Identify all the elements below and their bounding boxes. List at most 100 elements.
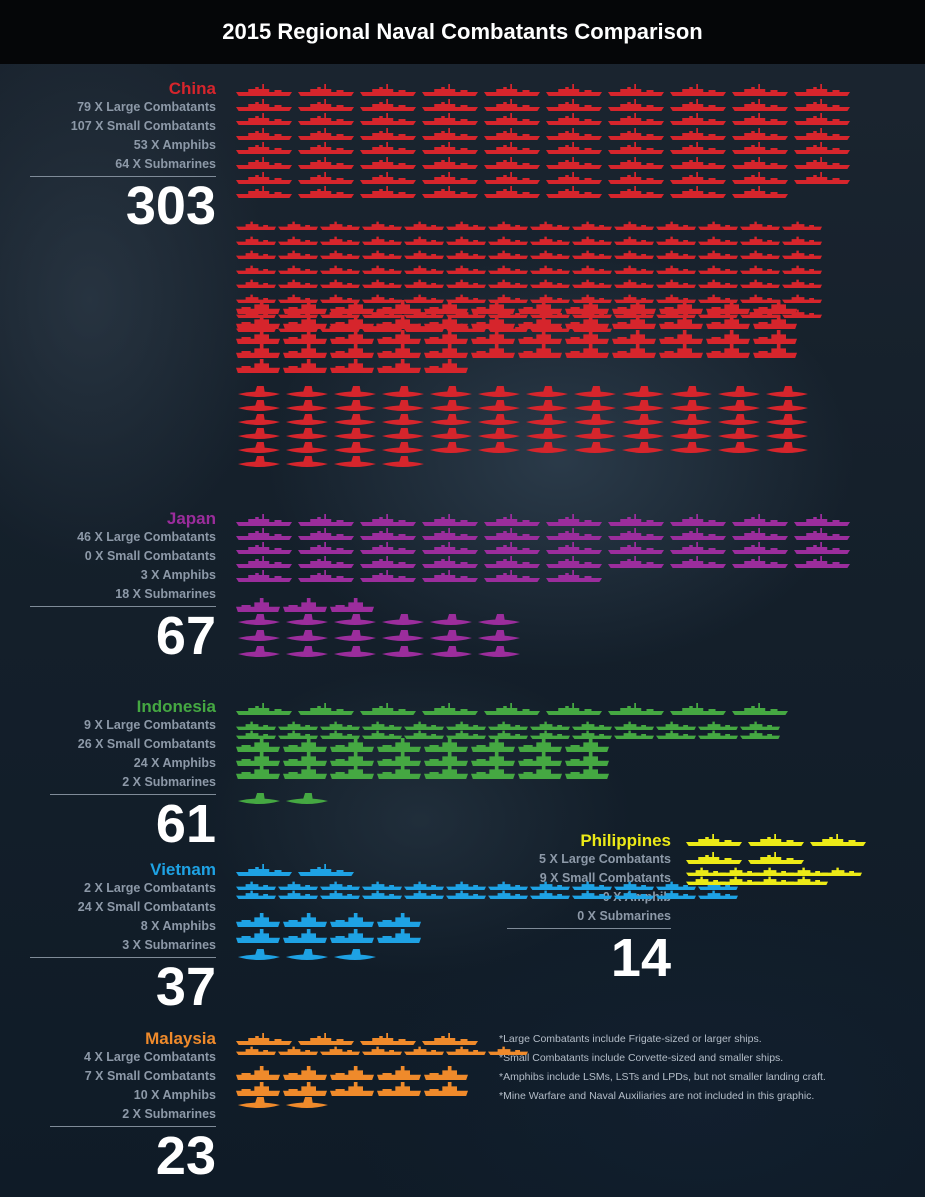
country-block-philippines: Philippines 5 X Large Combatants 9 X Sma… bbox=[507, 832, 671, 985]
amphib-ship-icon bbox=[283, 314, 327, 329]
stat-submarines: 2 X Submarines bbox=[122, 1107, 216, 1121]
large-ship-icon bbox=[360, 113, 416, 126]
sub-ship-icon bbox=[429, 414, 472, 425]
sub-ship-icon bbox=[333, 428, 376, 439]
sub-ship-icon bbox=[573, 414, 616, 425]
sub-ship-icon bbox=[525, 400, 568, 411]
large-ship-icon bbox=[546, 127, 602, 140]
large-ship-icon bbox=[546, 556, 602, 568]
small-ship-icon bbox=[488, 1046, 528, 1055]
amphib-ship-icon bbox=[565, 314, 609, 329]
divider-line bbox=[50, 794, 216, 795]
large-ship-icon bbox=[484, 570, 540, 582]
amphib-ship-icon bbox=[659, 300, 703, 314]
large-ship-icon bbox=[298, 127, 354, 140]
sub-ship-icon bbox=[285, 386, 328, 397]
large-ship-icon bbox=[608, 113, 664, 126]
large-ship-icon bbox=[794, 98, 850, 111]
amphib-ship-icon bbox=[612, 300, 656, 314]
sub-ship-icon bbox=[765, 400, 808, 411]
large-ship-icon bbox=[546, 514, 602, 526]
sub-ship-icon bbox=[381, 414, 424, 425]
small-ship-icon bbox=[362, 1046, 402, 1055]
small-ship-icon bbox=[698, 250, 738, 260]
small-ship-icon bbox=[404, 881, 444, 890]
sub-ship-icon bbox=[717, 414, 760, 425]
small-ship-icon bbox=[236, 221, 276, 230]
large-ship-icon bbox=[298, 98, 354, 111]
sub-ship-icon bbox=[717, 428, 760, 439]
country-name: Indonesia bbox=[136, 697, 216, 716]
stat-submarines: 3 X Submarines bbox=[122, 938, 216, 952]
amphib-ship-icon bbox=[377, 929, 421, 943]
small-ship-icon bbox=[656, 221, 696, 230]
country-total: 14 bbox=[610, 928, 671, 988]
large-ship-icon bbox=[236, 514, 292, 526]
sub-ship-icon bbox=[429, 614, 472, 625]
sub-ship-icon bbox=[573, 442, 616, 453]
large-ship-icon bbox=[546, 528, 602, 540]
amphib-ship-icon bbox=[518, 738, 562, 752]
large-ship-icon bbox=[794, 542, 850, 554]
country-block-vietnam: Vietnam 2 X Large Combatants 24 X Small … bbox=[30, 861, 216, 1014]
sub-ship-icon bbox=[381, 400, 424, 411]
small-ship-icon bbox=[656, 881, 696, 890]
amphib-ship-icon bbox=[377, 765, 421, 779]
large-ship-icon bbox=[732, 703, 788, 715]
small-ship-icon bbox=[404, 250, 444, 260]
large-ship-icon bbox=[608, 186, 664, 199]
large-ship-icon bbox=[422, 528, 478, 540]
amphib-ship-icon bbox=[565, 751, 609, 766]
small-ship-icon bbox=[698, 881, 738, 890]
stat-large-combatants: 2 X Large Combatants bbox=[84, 881, 216, 895]
small-ship-icon bbox=[686, 876, 726, 885]
large-ship-icon bbox=[484, 171, 540, 184]
sub-ship-icon bbox=[381, 630, 424, 641]
small-ship-icon bbox=[404, 280, 444, 289]
sub-ship-icon bbox=[429, 630, 472, 641]
amphib-ship-icon bbox=[236, 300, 280, 314]
small-ship-icon bbox=[278, 881, 318, 890]
large-ship-icon bbox=[546, 98, 602, 111]
country-name: Vietnam bbox=[150, 860, 216, 879]
country-block-china: China 79 X Large Combatants 107 X Small … bbox=[30, 80, 216, 233]
chart-title: 2015 Regional Naval Combatants Compariso… bbox=[222, 19, 703, 44]
small-ship-icon bbox=[404, 1046, 444, 1055]
amphib-ship-icon bbox=[377, 751, 421, 766]
sub-ship-icon bbox=[477, 614, 520, 625]
stat-amphibs: 10 X Amphibs bbox=[133, 1088, 216, 1102]
amphib-ship-icon bbox=[565, 738, 609, 752]
large-ship-icon bbox=[732, 556, 788, 568]
small-ship-icon bbox=[446, 221, 486, 230]
large-ship-icon bbox=[608, 127, 664, 140]
large-ship-icon bbox=[608, 171, 664, 184]
small-ship-icon bbox=[656, 721, 696, 730]
small-ship-icon bbox=[236, 280, 276, 289]
large-ship-icon bbox=[298, 84, 354, 96]
amphib-ship-icon bbox=[330, 300, 374, 314]
small-ship-icon bbox=[740, 721, 780, 730]
small-ship-icon bbox=[488, 250, 528, 260]
small-ship-icon bbox=[530, 280, 570, 289]
large-ship-icon bbox=[236, 171, 292, 184]
small-ship-icon bbox=[572, 250, 612, 260]
large-ship-icon bbox=[298, 570, 354, 582]
small-ship-icon bbox=[236, 730, 276, 739]
sub-ship-icon bbox=[381, 456, 424, 467]
small-ship-icon bbox=[278, 221, 318, 230]
small-ship-icon bbox=[572, 280, 612, 289]
small-ship-icon bbox=[236, 881, 276, 890]
amphib-ship-icon bbox=[518, 344, 562, 359]
small-ship-icon bbox=[320, 294, 360, 303]
amphib-ship-icon bbox=[330, 738, 374, 752]
amphib-ship-icon bbox=[236, 329, 280, 344]
sub-ship-icon bbox=[285, 414, 328, 425]
amphib-ship-icon bbox=[659, 329, 703, 344]
amphib-ship-icon bbox=[330, 314, 374, 329]
amphib-ship-icon bbox=[283, 765, 327, 779]
sub-ship-icon bbox=[285, 400, 328, 411]
amphib-ship-icon bbox=[565, 765, 609, 779]
small-ship-icon bbox=[278, 1046, 318, 1055]
title-bar: 2015 Regional Naval Combatants Compariso… bbox=[0, 0, 925, 64]
